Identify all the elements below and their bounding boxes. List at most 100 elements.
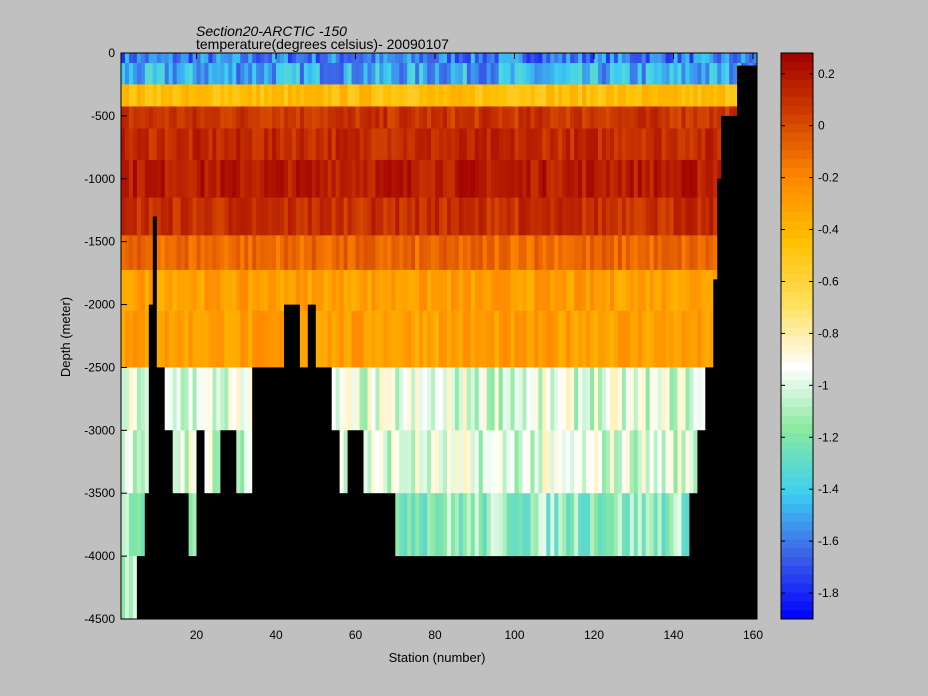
heatmap-cell — [633, 159, 639, 199]
heatmap-cell — [673, 197, 678, 236]
colorbar: 0.20-0.2-0.4-0.6-0.8-1-1.2-1.4-1.6-1.8 — [780, 52, 839, 620]
heatmap-cell — [168, 53, 174, 64]
heatmap-cell — [586, 269, 591, 312]
heatmap-cell — [578, 197, 583, 236]
heatmap-cell — [248, 367, 253, 431]
heatmap-cell — [128, 235, 134, 271]
heatmap-cell — [299, 128, 305, 161]
heatmap-cell — [315, 235, 321, 271]
heatmap-cell — [466, 235, 472, 271]
heatmap-cell — [427, 235, 432, 271]
heatmap-cell — [574, 106, 579, 129]
heatmap-cell — [375, 197, 380, 236]
heatmap-cell — [609, 235, 615, 271]
heatmap-cell — [705, 53, 710, 64]
heatmap-cell — [411, 197, 416, 236]
heatmap-cell — [454, 235, 460, 271]
heatmap-cell — [701, 269, 706, 312]
heatmap-cell — [594, 197, 599, 236]
heatmap-cell — [442, 269, 448, 312]
heatmap-cell — [486, 310, 492, 368]
heatmap-cell — [208, 430, 213, 494]
heatmap-cell — [454, 367, 460, 431]
heatmap-cell — [335, 84, 341, 107]
colorbar-swatch — [781, 557, 813, 567]
heatmap-cell — [582, 430, 587, 494]
heatmap-cell — [454, 53, 460, 64]
heatmap-cell — [621, 159, 627, 199]
heatmap-cell — [347, 367, 352, 431]
heatmap-cell — [526, 235, 531, 271]
heatmap-cell — [236, 269, 241, 312]
heatmap-cell — [256, 159, 261, 199]
x-axis-title: Station (number) — [389, 650, 486, 665]
heatmap-cell — [323, 159, 329, 199]
heatmap-cell — [582, 367, 587, 431]
heatmap-cell — [351, 159, 356, 199]
heatmap-cell — [252, 63, 257, 85]
heatmap-cell — [446, 235, 452, 271]
colorbar-tick-label: 0.2 — [818, 67, 835, 81]
heatmap-cell — [339, 430, 345, 494]
heatmap-cell — [236, 235, 241, 271]
heatmap-cell — [498, 159, 503, 199]
heatmap-cell — [132, 128, 138, 161]
heatmap-cell — [435, 159, 440, 199]
heatmap-cell — [673, 53, 678, 64]
heatmap-cell — [180, 106, 185, 129]
heatmap-cell — [689, 128, 694, 161]
heatmap-cell — [645, 128, 651, 161]
heatmap-cell — [466, 367, 472, 431]
heatmap-cell — [470, 106, 476, 129]
heatmap-cell — [355, 128, 360, 161]
heatmap-cell — [248, 84, 253, 107]
heatmap-cell — [423, 235, 428, 271]
heatmap-cell — [121, 53, 126, 64]
heatmap-cell — [327, 159, 333, 199]
heatmap-cell — [478, 106, 484, 129]
heatmap-cell — [268, 63, 273, 85]
heatmap-cell — [188, 159, 193, 199]
heatmap-cell — [399, 53, 404, 64]
heatmap-cell — [431, 430, 436, 494]
heatmap-cell — [482, 84, 488, 107]
heatmap-cell — [733, 53, 738, 64]
heatmap-cell — [383, 159, 388, 199]
heatmap-cell — [299, 310, 305, 368]
heatmap-cell — [419, 53, 424, 64]
heatmap-cell — [554, 430, 559, 494]
heatmap-cell — [387, 84, 392, 107]
heatmap-cell — [661, 106, 666, 129]
heatmap-cell — [609, 53, 615, 64]
heatmap-cell — [240, 310, 245, 368]
heatmap-cell — [466, 128, 472, 161]
heatmap-cell — [276, 128, 281, 161]
heatmap-cell — [331, 235, 337, 271]
heatmap-cell — [311, 269, 317, 312]
heatmap-cell — [450, 197, 456, 236]
heatmap-cell — [566, 269, 571, 312]
heatmap-cell — [590, 367, 595, 431]
colorbar-swatch — [781, 371, 813, 381]
heatmap-cell — [375, 53, 380, 64]
heatmap-cell — [176, 128, 182, 161]
heatmap-cell — [403, 269, 408, 312]
heatmap-cell — [689, 269, 694, 312]
heatmap-cell — [276, 63, 281, 85]
heatmap-cell — [264, 159, 269, 199]
heatmap-cell — [343, 430, 348, 494]
heatmap-cell — [534, 493, 539, 557]
heatmap-cell — [268, 128, 273, 161]
heatmap-cell — [645, 106, 651, 129]
seafloor-mask — [121, 53, 757, 619]
heatmap-cell — [128, 310, 134, 368]
heatmap-cell — [315, 269, 321, 312]
heatmap-cell — [613, 430, 619, 494]
heatmap-cell — [244, 367, 249, 431]
heatmap-cell — [578, 269, 583, 312]
heatmap-cell — [462, 430, 468, 494]
heatmap-cell — [291, 269, 297, 312]
heatmap-cell — [121, 197, 126, 236]
heatmap-cell — [168, 106, 174, 129]
heatmap-cell — [315, 106, 321, 129]
